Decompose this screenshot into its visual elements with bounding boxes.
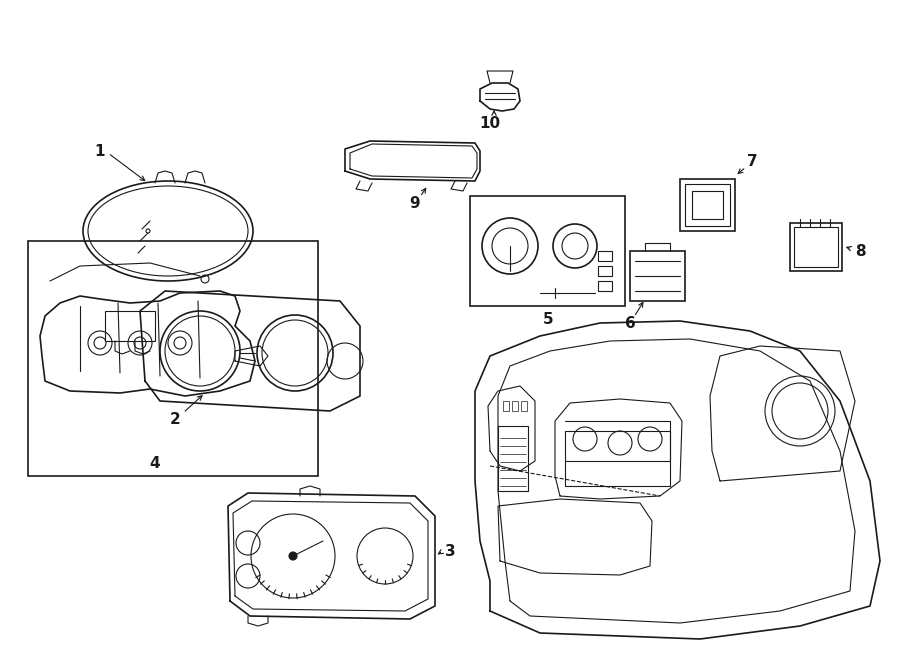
Text: 1: 1	[94, 143, 105, 159]
Text: 8: 8	[855, 243, 865, 258]
Text: 3: 3	[445, 543, 455, 559]
Text: 4: 4	[149, 455, 160, 471]
Bar	[598, 281, 612, 291]
Bar	[521, 401, 527, 411]
Text: 2: 2	[169, 412, 180, 426]
Bar	[28, 241, 318, 476]
Text: 7: 7	[747, 153, 757, 169]
Bar	[598, 251, 612, 261]
Bar	[470, 196, 625, 306]
Bar	[503, 401, 509, 411]
Bar	[498, 426, 528, 491]
Text: 5: 5	[543, 311, 553, 327]
Text: 9: 9	[410, 196, 420, 210]
Circle shape	[289, 552, 297, 560]
Bar	[565, 431, 670, 486]
Bar	[512, 401, 518, 411]
Text: 10: 10	[480, 116, 500, 130]
Bar	[598, 266, 612, 276]
Text: 6: 6	[625, 315, 635, 330]
